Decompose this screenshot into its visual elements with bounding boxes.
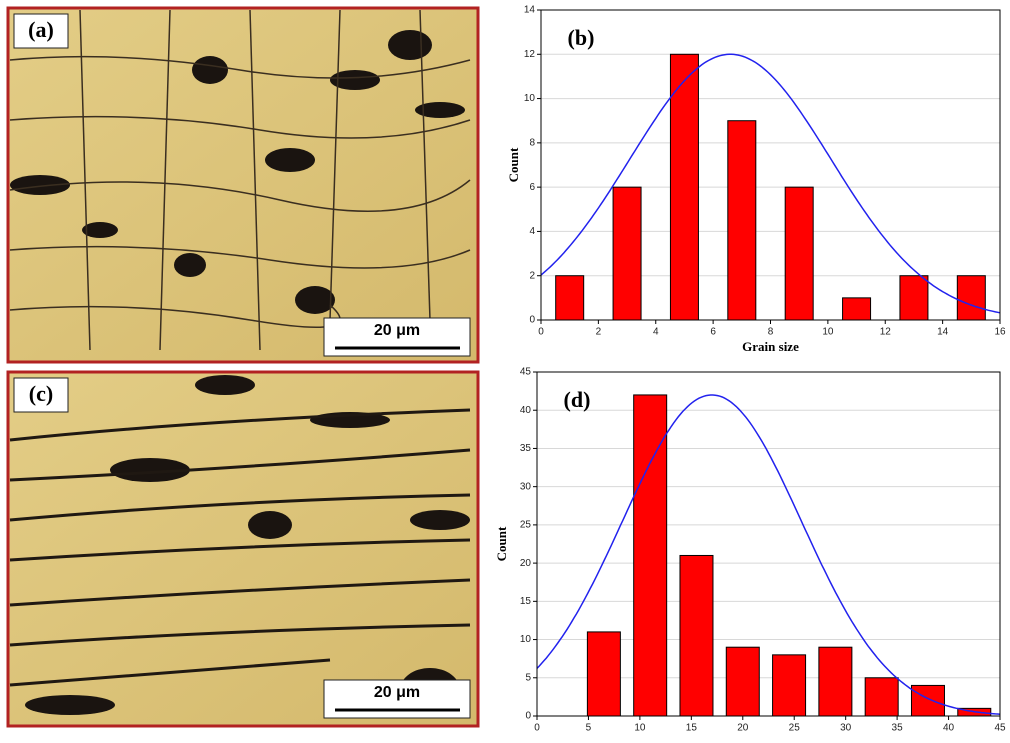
y-tick-label: 40 [520, 405, 532, 416]
y-tick-label: 5 [525, 672, 531, 683]
x-tick-label: 30 [840, 723, 852, 734]
x-axis-label: Grain size [742, 339, 799, 354]
y-tick-label: 14 [524, 5, 536, 16]
y-axis-label: Count [506, 147, 521, 182]
histogram-panel: 0 5 10 15 20 25 30 35 40 45 0 5 10 15 20 25 30 35 40 45 (d) C… [494, 367, 1006, 734]
label-box [13, 377, 69, 413]
scale-bar-box [323, 317, 471, 357]
plot-frame [540, 9, 1001, 321]
x-tick-label: 10 [634, 723, 646, 734]
x-tick-label: 25 [789, 723, 801, 734]
x-tick-label: 20 [737, 723, 749, 734]
y-axis-label: Count [494, 526, 509, 561]
bar [910, 684, 945, 717]
y-tick-label: 25 [520, 520, 532, 531]
micrograph-a: (a) 20 μm [6, 6, 480, 364]
y-tick-label: 4 [529, 226, 535, 237]
x-tick-label: 10 [822, 327, 834, 338]
y-tick-label: 0 [529, 315, 535, 326]
plot-frame [536, 371, 1001, 717]
bar [864, 677, 899, 717]
histogram-panel: 0 2 4 6 8 10 12 14 0 2 4 6 8 10 12 14 16 (b) Grain size Cou… [506, 5, 1006, 354]
y-tick-label: 12 [524, 49, 536, 60]
x-tick-label: 14 [937, 327, 949, 338]
grain-features [10, 30, 465, 314]
x-tick-label: 0 [534, 723, 540, 734]
x-tick-label: 2 [596, 327, 602, 338]
panel-label: (a) [28, 17, 54, 42]
bar [555, 275, 585, 321]
x-tick-label: 16 [994, 327, 1006, 338]
x-tick-label: 6 [710, 327, 716, 338]
x-tick-label: 8 [768, 327, 774, 338]
grain-features [25, 375, 470, 715]
bar [612, 186, 642, 321]
micrograph-c: (c) 20 μm [6, 370, 480, 728]
y-tick-label: 0 [525, 711, 531, 722]
y-tick-label: 30 [520, 481, 532, 492]
x-tick-label: 45 [994, 723, 1006, 734]
y-tick-label: 2 [529, 270, 535, 281]
plot-area [541, 10, 1000, 320]
bar [899, 275, 929, 321]
x-tick-label: 5 [586, 723, 592, 734]
bar [727, 120, 757, 321]
y-tick-label: 10 [524, 93, 536, 104]
panel-label: (d) [564, 387, 591, 412]
panel-label: (c) [29, 381, 53, 406]
y-tick-label: 8 [529, 137, 535, 148]
y-tick-label: 45 [520, 367, 532, 378]
grain-boundaries [9, 408, 471, 687]
y-tick-label: 6 [529, 182, 535, 193]
fit-curve [540, 53, 1001, 314]
x-tick-label: 40 [943, 723, 955, 734]
image [6, 6, 480, 364]
scale-bar-label: 20 μm [374, 684, 420, 701]
scale-bar-box [323, 679, 471, 719]
bar [633, 394, 668, 717]
label-box [13, 13, 69, 49]
bar [725, 646, 760, 717]
x-tick-label: 4 [653, 327, 659, 338]
x-tick-label: 12 [880, 327, 892, 338]
bar [784, 186, 814, 321]
bar [669, 53, 699, 321]
bar [772, 654, 807, 717]
x-tick-label: 35 [892, 723, 904, 734]
image [6, 370, 480, 728]
y-tick-label: 10 [520, 634, 532, 645]
y-tick-label: 15 [520, 596, 532, 607]
bar [586, 631, 621, 717]
bar [956, 275, 986, 321]
bar [679, 554, 714, 717]
scale-bar-label: 20 μm [374, 322, 420, 339]
panel-label: (b) [568, 25, 595, 50]
bar [842, 297, 872, 321]
bar [818, 646, 853, 717]
fit-curve [536, 394, 1001, 715]
grain-boundaries [9, 9, 471, 351]
x-tick-label: 0 [538, 327, 544, 338]
x-tick-label: 15 [686, 723, 698, 734]
y-tick-label: 20 [520, 558, 532, 569]
y-tick-label: 35 [520, 443, 532, 454]
